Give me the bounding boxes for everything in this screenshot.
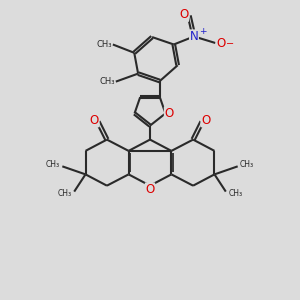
Text: CH₃: CH₃: [240, 160, 254, 169]
Text: O: O: [164, 107, 174, 120]
Text: O: O: [179, 8, 188, 21]
Text: −: −: [226, 39, 234, 49]
Text: CH₃: CH₃: [99, 77, 115, 86]
Text: O: O: [146, 183, 154, 196]
Text: CH₃: CH₃: [58, 189, 72, 198]
Text: +: +: [199, 27, 207, 36]
Text: O: O: [201, 114, 210, 127]
Text: CH₃: CH₃: [46, 160, 60, 169]
Text: CH₃: CH₃: [228, 189, 242, 198]
Text: N: N: [190, 30, 198, 43]
Text: O: O: [90, 114, 99, 127]
Text: CH₃: CH₃: [96, 40, 112, 49]
Text: O: O: [216, 38, 225, 50]
